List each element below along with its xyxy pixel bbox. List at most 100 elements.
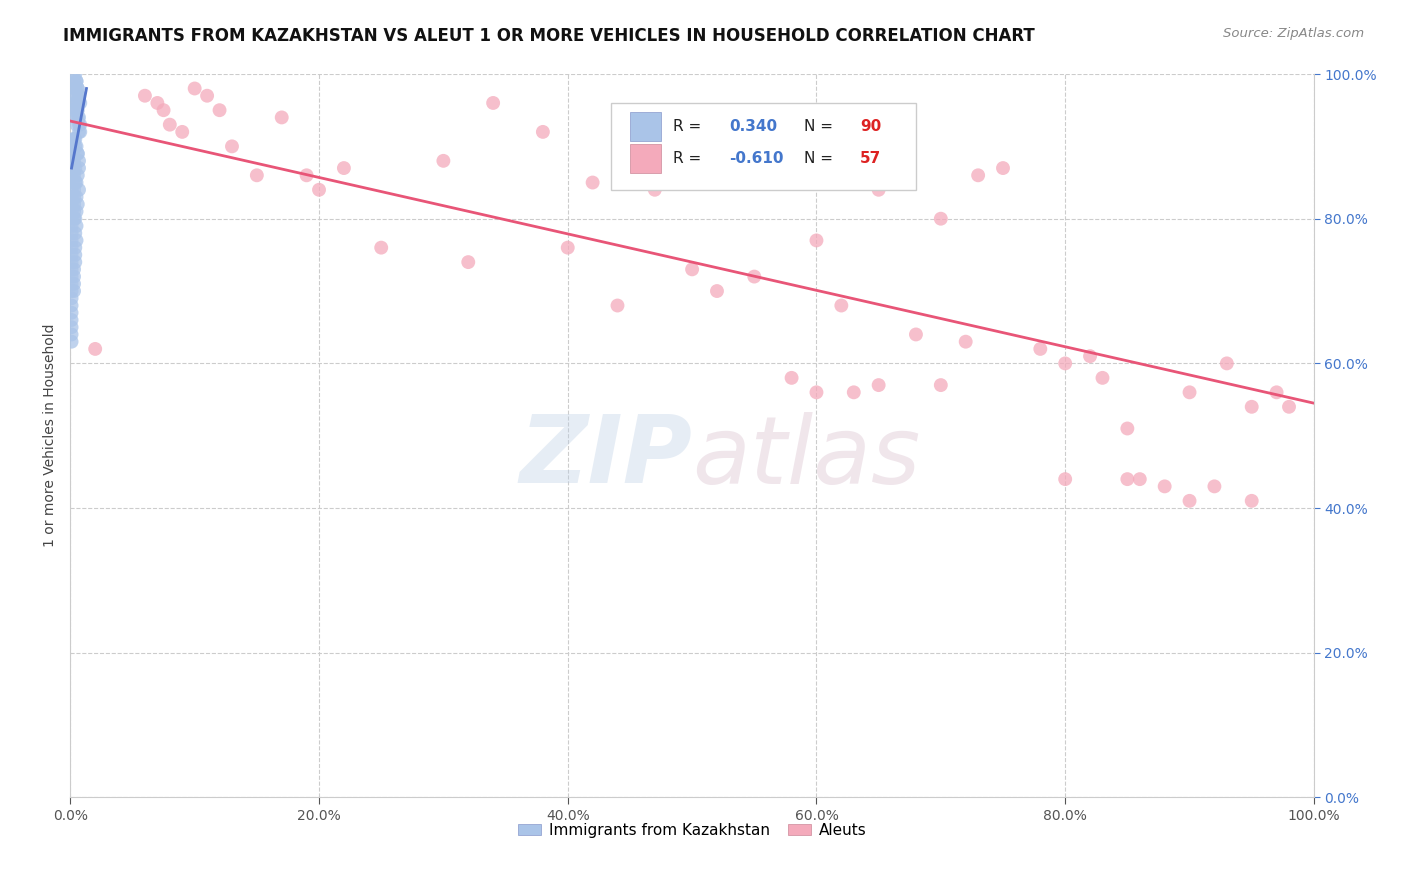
Point [60,226,83,240]
Point [681,262,703,277]
Point [457,255,479,269]
Point [65,118,87,132]
Point [63,153,86,168]
Point [65,176,87,190]
Point [65,88,87,103]
Point [60,241,83,255]
Point [581,176,603,190]
Point [62,169,84,183]
Text: R =: R = [673,120,707,135]
Point [63,204,86,219]
Point [60,299,83,313]
Point [65,204,87,219]
Point [606,299,628,313]
Point [806,234,828,248]
Point [370,241,392,255]
Point [60,284,83,298]
Point [1129,472,1152,486]
Point [66,81,89,95]
Point [1265,385,1288,400]
Point [60,248,83,262]
Point [482,95,505,110]
Point [991,161,1014,175]
Point [60,190,83,204]
Point [557,241,579,255]
Point [65,95,87,110]
Point [60,219,83,233]
Point [66,169,89,183]
Point [65,132,87,146]
FancyBboxPatch shape [630,112,661,141]
Point [706,284,728,298]
Point [65,81,87,95]
Point [69,118,91,132]
Point [1029,342,1052,356]
Point [62,146,84,161]
Point [1054,472,1077,486]
Point [63,132,86,146]
Text: 57: 57 [860,151,882,166]
Point [1178,493,1201,508]
Point [308,183,330,197]
Point [60,234,83,248]
Point [1116,421,1139,435]
Point [65,74,87,88]
Text: R =: R = [673,151,707,166]
Point [65,190,87,204]
Text: ZIP: ZIP [519,411,692,503]
Point [63,183,86,197]
Point [84,342,107,356]
Point [644,183,666,197]
Y-axis label: 1 or more Vehicles in Household: 1 or more Vehicles in Household [44,324,58,548]
Point [67,88,90,103]
Point [67,125,90,139]
Point [295,169,318,183]
Point [66,103,89,118]
Point [1116,472,1139,486]
Point [66,95,89,110]
Point [221,139,243,153]
FancyBboxPatch shape [612,103,915,190]
Point [62,176,84,190]
Point [955,334,977,349]
Point [152,103,174,118]
Text: N =: N = [804,120,838,135]
Point [60,204,83,219]
Point [67,88,90,103]
Point [67,153,90,168]
Point [868,183,890,197]
Text: N =: N = [804,151,838,166]
Point [60,269,83,284]
Point [1278,400,1301,414]
Point [63,269,86,284]
Point [1153,479,1175,493]
Point [60,262,83,277]
Point [60,320,83,334]
Point [66,197,89,211]
Point [63,190,86,204]
Point [1078,349,1101,363]
Point [65,248,87,262]
Point [60,327,83,342]
Point [830,299,852,313]
Point [65,241,87,255]
Point [63,277,86,291]
Point [60,313,83,327]
Point [62,153,84,168]
Point [742,269,765,284]
Point [432,153,454,168]
Point [60,197,83,211]
Point [183,81,205,95]
Point [65,67,87,81]
Point [63,103,86,118]
Point [60,183,83,197]
Point [60,211,83,226]
Point [65,95,87,110]
Point [967,169,990,183]
Point [66,146,89,161]
Point [65,81,87,95]
Point [65,255,87,269]
Point [62,161,84,175]
Point [868,378,890,392]
Point [60,255,83,269]
